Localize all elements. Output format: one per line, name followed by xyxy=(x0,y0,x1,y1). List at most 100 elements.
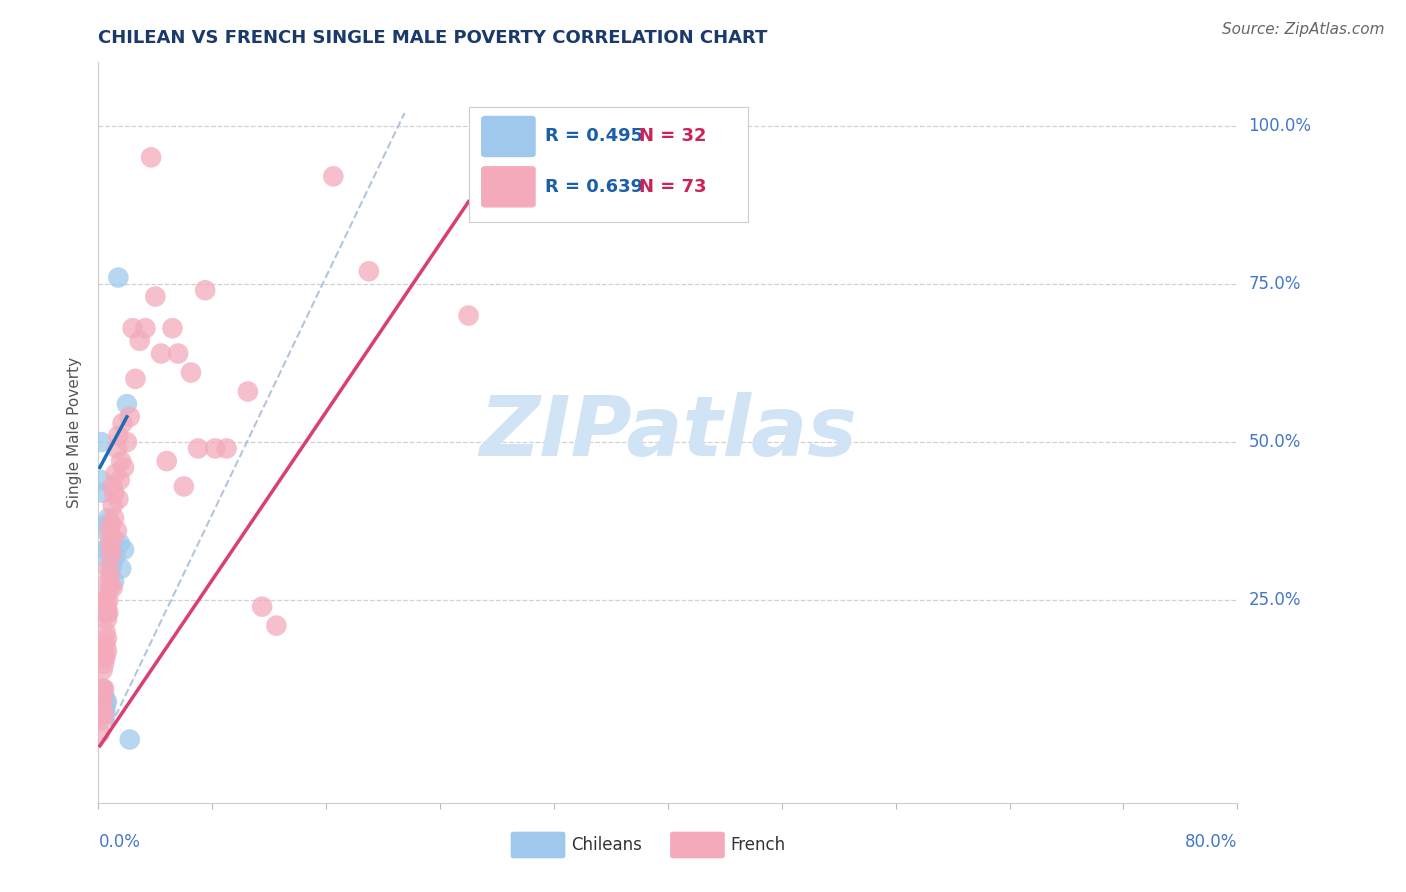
Point xyxy=(173,479,195,493)
Text: N = 73: N = 73 xyxy=(640,178,707,196)
Text: ZIPatlas: ZIPatlas xyxy=(479,392,856,473)
Point xyxy=(103,574,125,589)
FancyBboxPatch shape xyxy=(468,107,748,221)
Point xyxy=(94,707,117,722)
Point xyxy=(180,366,202,380)
Text: 100.0%: 100.0% xyxy=(1249,117,1312,135)
Point xyxy=(94,606,117,620)
Text: R = 0.495: R = 0.495 xyxy=(546,128,643,145)
Point xyxy=(96,599,118,614)
FancyBboxPatch shape xyxy=(671,831,725,858)
FancyBboxPatch shape xyxy=(481,116,536,157)
Point xyxy=(97,562,120,576)
Point xyxy=(101,581,124,595)
Point xyxy=(105,442,128,456)
Point xyxy=(94,542,117,557)
Point xyxy=(236,384,259,399)
Point xyxy=(91,701,114,715)
Point xyxy=(107,270,129,285)
Text: 25.0%: 25.0% xyxy=(1249,591,1301,609)
Point xyxy=(97,593,120,607)
Point xyxy=(101,479,124,493)
FancyBboxPatch shape xyxy=(481,166,536,208)
Point xyxy=(94,701,117,715)
Point xyxy=(98,536,121,550)
Point xyxy=(91,485,114,500)
Point xyxy=(90,707,112,722)
Point xyxy=(194,283,217,297)
Point xyxy=(93,701,115,715)
Point xyxy=(110,562,132,576)
Text: N = 32: N = 32 xyxy=(640,128,707,145)
Point xyxy=(98,536,121,550)
Point xyxy=(118,732,141,747)
Point xyxy=(94,593,117,607)
Point xyxy=(91,694,114,708)
Point xyxy=(91,663,114,677)
Point xyxy=(150,346,173,360)
Point xyxy=(103,511,125,525)
Point xyxy=(93,681,115,696)
Point xyxy=(108,536,131,550)
Point xyxy=(115,397,138,411)
Point xyxy=(101,530,124,544)
Point xyxy=(111,416,134,430)
Point xyxy=(94,694,117,708)
Point xyxy=(112,460,135,475)
Y-axis label: Single Male Poverty: Single Male Poverty xyxy=(67,357,83,508)
Point xyxy=(128,334,150,348)
Point xyxy=(167,346,190,360)
Point xyxy=(118,409,141,424)
Point xyxy=(162,321,184,335)
Point xyxy=(96,606,118,620)
Point xyxy=(322,169,344,184)
Point xyxy=(90,435,112,450)
Point xyxy=(139,150,162,164)
Point xyxy=(204,442,226,456)
Point xyxy=(266,618,288,632)
Point xyxy=(101,499,124,513)
Point xyxy=(107,429,129,443)
Text: 50.0%: 50.0% xyxy=(1249,434,1301,451)
Point xyxy=(112,542,135,557)
Point xyxy=(94,624,117,639)
Point xyxy=(93,657,115,671)
Point xyxy=(121,321,143,335)
Point xyxy=(107,491,129,506)
Point xyxy=(357,264,380,278)
Point xyxy=(90,701,112,715)
Point xyxy=(91,707,114,722)
Point xyxy=(93,707,115,722)
Point xyxy=(124,372,146,386)
Point xyxy=(96,517,118,532)
Point xyxy=(187,442,209,456)
Point xyxy=(101,555,124,569)
Point xyxy=(97,511,120,525)
Point xyxy=(91,681,114,696)
Text: CHILEAN VS FRENCH SINGLE MALE POVERTY CORRELATION CHART: CHILEAN VS FRENCH SINGLE MALE POVERTY CO… xyxy=(98,29,768,47)
Point xyxy=(105,524,128,538)
Point xyxy=(97,574,120,589)
Point xyxy=(134,321,156,335)
Point xyxy=(96,694,118,708)
Point xyxy=(100,517,122,532)
Point xyxy=(100,542,122,557)
Point xyxy=(90,688,112,702)
Point xyxy=(96,612,118,626)
Point xyxy=(90,473,112,487)
Point xyxy=(94,638,117,652)
Point xyxy=(98,581,121,595)
Text: French: French xyxy=(731,836,786,854)
Point xyxy=(108,473,131,487)
Point xyxy=(90,714,112,728)
Text: 80.0%: 80.0% xyxy=(1185,833,1237,851)
Point xyxy=(91,694,114,708)
Text: 0.0%: 0.0% xyxy=(98,833,141,851)
Text: Source: ZipAtlas.com: Source: ZipAtlas.com xyxy=(1222,22,1385,37)
FancyBboxPatch shape xyxy=(510,831,565,858)
Point xyxy=(97,606,120,620)
Text: R = 0.639: R = 0.639 xyxy=(546,178,643,196)
Point xyxy=(91,681,114,696)
Point xyxy=(145,289,167,303)
Point xyxy=(104,549,127,563)
